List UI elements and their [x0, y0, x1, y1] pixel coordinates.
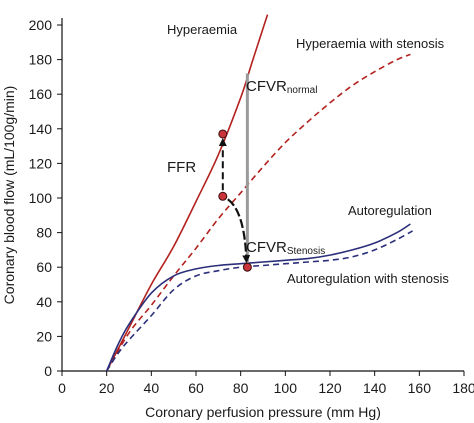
stenosis-drop-arrow	[227, 198, 251, 264]
x-tick-label: 0	[58, 380, 66, 396]
label-autoregulation: Autoregulation	[348, 203, 432, 218]
y-tick-label: 100	[29, 190, 53, 206]
data-point-marker	[242, 262, 252, 272]
label-cfvr-stenosis-main: CFVR	[246, 239, 287, 256]
y-tick-label: 140	[29, 121, 53, 137]
series-hyperaemia	[105, 14, 269, 372]
ticks: 0 20 40 60 80 100 120 140 160 180 0 20 40 60 80 100 120 1…	[29, 17, 474, 396]
x-tick-label: 80	[233, 380, 249, 396]
label-hyperaemia-with-stenosis: Hyperaemia with stenosis	[296, 36, 445, 51]
x-tick-label: 100	[274, 380, 298, 396]
y-tick-label: 160	[29, 86, 53, 102]
x-axis-title: Coronary perfusion pressure (mm Hg)	[145, 404, 381, 420]
label-cfvr-normal: CFVRnormal	[246, 78, 317, 96]
x-tick-label: 180	[452, 380, 474, 396]
x-tick-label: 140	[363, 380, 387, 396]
x-tick-label: 160	[408, 380, 432, 396]
y-tick-label: 20	[36, 328, 52, 344]
label-cfvr-normal-sub: normal	[287, 85, 318, 96]
series-autoregulation-with-stenosis	[106, 230, 413, 372]
axes	[61, 18, 464, 372]
y-tick-label: 80	[36, 225, 52, 241]
data-point-marker	[218, 129, 228, 139]
series-hyperaemia-with-stenosis	[106, 53, 411, 372]
label-cfvr-stenosis-sub: Stenosis	[287, 246, 325, 257]
y-tick-label: 120	[29, 155, 53, 171]
x-tick-label: 60	[188, 380, 204, 396]
label-cfvr-normal-main: CFVR	[246, 78, 287, 95]
data-point-marker	[218, 191, 228, 201]
labels: Hyperaemia Hyperaemia with stenosis Auto…	[1, 22, 449, 420]
y-tick-label: 60	[36, 259, 52, 275]
markers-layer	[218, 129, 252, 272]
y-axis-title: Coronary blood flow (mL/100g/min)	[1, 86, 17, 305]
series-layer	[105, 14, 413, 372]
x-tick-label: 20	[99, 380, 115, 396]
y-tick-label: 200	[29, 17, 53, 33]
label-ffr: FFR	[167, 159, 196, 176]
y-tick-label: 0	[44, 363, 52, 379]
label-cfvr-stenosis: CFVRStenosis	[246, 239, 325, 257]
label-autoregulation-with-stenosis: Autoregulation with stenosis	[287, 271, 449, 286]
series-autoregulation	[105, 223, 411, 372]
x-tick-label: 120	[318, 380, 342, 396]
y-tick-label: 40	[36, 294, 52, 310]
label-hyperaemia: Hyperaemia	[167, 22, 238, 37]
x-tick-label: 40	[144, 380, 160, 396]
y-tick-label: 180	[29, 52, 53, 68]
